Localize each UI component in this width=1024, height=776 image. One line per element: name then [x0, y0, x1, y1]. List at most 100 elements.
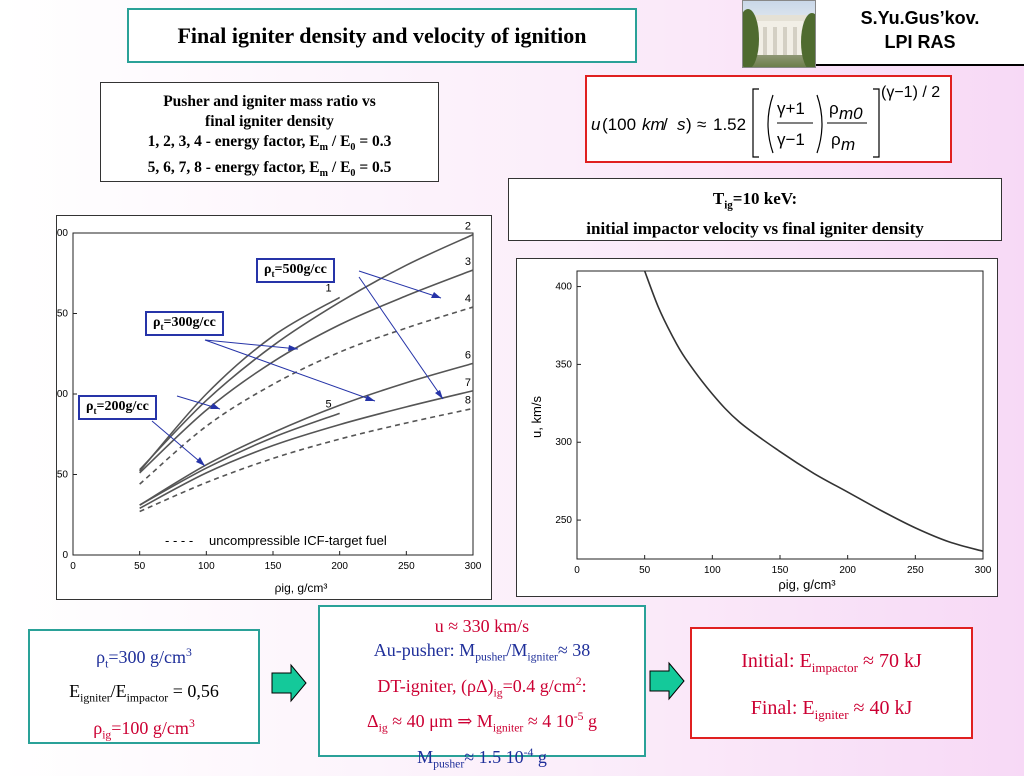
- energy-box: Initial: Eimpactor ≈ 70 kJ Final: Eignit…: [690, 627, 973, 739]
- series-label-3: 3: [465, 256, 471, 268]
- e1a: Initial: E: [741, 650, 812, 672]
- formula-km: km: [642, 115, 665, 134]
- formula-paren-left: [767, 94, 774, 154]
- ml4-slash: / E: [328, 159, 351, 177]
- arrowhead: [288, 345, 298, 351]
- x-tick-label: 250: [907, 565, 924, 576]
- right-arrow-icon: [649, 661, 685, 701]
- formula-bracket-right: [873, 88, 880, 158]
- building-photo: [742, 0, 816, 68]
- ml3-sub-m: m: [319, 142, 329, 154]
- y-tick-label: 150: [57, 309, 68, 320]
- formula-u: u: [591, 115, 601, 134]
- tig-t: T: [712, 189, 725, 208]
- arrowhead: [365, 395, 375, 401]
- series-label-4: 4: [465, 293, 471, 305]
- x-tick-label: 100: [198, 561, 215, 572]
- y-tick-label: 350: [555, 359, 572, 370]
- formula-bracket-left: [752, 88, 759, 158]
- series-label-6: 6: [465, 349, 471, 361]
- author-affiliation: LPI RAS: [884, 32, 956, 52]
- e2b: ≈ 40 kJ: [848, 697, 913, 719]
- mass-ratio-line1: Pusher and igniter mass ratio vs: [163, 93, 376, 110]
- param-rho-ig: ρig=100 g/cm3: [30, 711, 258, 749]
- r3b: =0.4 g/cm: [502, 675, 576, 696]
- param-l2: = 0,56: [168, 680, 219, 701]
- callout-rho: ρ: [153, 315, 161, 330]
- r2b: /M: [506, 640, 528, 660]
- author-divider: [816, 64, 1024, 66]
- right-y-axis-label: u, km/s: [529, 396, 544, 438]
- r2c: ≈ 38: [557, 640, 591, 660]
- x-tick-label: 150: [772, 565, 789, 576]
- y-tick-label: 0: [62, 550, 68, 561]
- ml3-sub-0: 0: [350, 142, 356, 154]
- series-line-7: [139, 390, 474, 510]
- formula-slash: /: [663, 115, 668, 134]
- series-label-8: 8: [465, 394, 471, 406]
- callout-rho-500: ρt=500g/cc: [256, 258, 335, 283]
- callout-rho-300: ρt=300g/cc: [145, 311, 224, 336]
- tig-line1: Tig=10 keV:: [509, 187, 1001, 217]
- arrow-300-a: [204, 339, 299, 350]
- mass-ratio-line3: 1, 2, 3, 4 - energy factor, Em / E0 = 0.…: [101, 132, 438, 158]
- result-pusher-mass: Mpusher≈ 1.5 10-4 g: [320, 741, 644, 776]
- left-x-axis-label: ρig, g/cm³: [275, 581, 328, 595]
- callout-value: =200g/cc: [96, 399, 149, 414]
- arrow-300-b: [204, 339, 376, 402]
- r2-sub-igniter: igniter: [527, 650, 558, 664]
- formula-m: m: [841, 135, 855, 154]
- param-sub-t: t: [105, 657, 109, 671]
- r4b: ≈ 40 μm ⇒ M: [387, 711, 493, 732]
- r3-sub-ig: ig: [493, 686, 503, 700]
- r3a: DT-igniter, (ρΔ): [377, 675, 494, 696]
- callout-sub: t: [160, 321, 164, 332]
- series-line-4: [139, 306, 474, 485]
- results-box: u ≈ 330 km/s Au-pusher: Mpusher/Migniter…: [318, 605, 646, 770]
- r4d: g: [583, 711, 597, 732]
- formula-svg: u (100 km / s ) ≈ 1.52 γ+1 γ−1 ρ m0 ρ m …: [591, 84, 940, 158]
- ml4-sub-m: m: [319, 168, 329, 180]
- mass-ratio-line4: 5, 6, 7, 8 - energy factor, Em / E0 = 0.…: [101, 158, 438, 184]
- r2a: Au-pusher: M: [373, 640, 476, 660]
- result-au-pusher: Au-pusher: Mpusher/Migniter≈ 38: [320, 638, 644, 670]
- x-tick-label: 50: [639, 565, 651, 576]
- x-tick-label: 0: [70, 561, 76, 572]
- callout-rho: ρ: [264, 262, 272, 277]
- arrow-500-a: [358, 270, 442, 299]
- arrowhead: [210, 403, 220, 409]
- series-label-1: 1: [326, 282, 332, 294]
- parameters-box: ρt=300 g/cm3 Eigniter/Eimpactor = 0,56 ρ…: [28, 629, 260, 744]
- callout-rho-200: ρt=200g/cc: [78, 395, 157, 420]
- energy-final: Final: Eigniter ≈ 40 kJ: [692, 688, 971, 735]
- series-line-8: [139, 407, 474, 513]
- x-tick-label: 250: [398, 561, 415, 572]
- y-tick-label: 300: [555, 437, 572, 448]
- e1-sub: impactor: [811, 660, 858, 675]
- result-dt-igniter: DT-igniter, (ρΔ)ig=0.4 g/cm2:: [320, 670, 644, 706]
- ml3-slash: / E: [328, 133, 351, 150]
- series-label-7: 7: [465, 377, 471, 389]
- series-line-6: [139, 362, 474, 506]
- tig-line2: initial impactor velocity vs final ignit…: [586, 219, 924, 239]
- callout-value: =500g/cc: [274, 262, 327, 277]
- r4-sub-igniter: igniter: [492, 721, 524, 735]
- callout-arrows: [151, 270, 444, 467]
- formula-close: ): [686, 115, 692, 134]
- tig-rest: =10 keV:: [732, 189, 798, 208]
- ml4-pre: 5, 6, 7, 8 - energy factor, E: [147, 159, 320, 177]
- series-line-3: [139, 269, 474, 474]
- r4-sup: -5: [573, 710, 584, 724]
- ml3-val: = 0.3: [355, 133, 392, 150]
- e2-sub: igniter: [814, 707, 849, 722]
- r3c: :: [581, 675, 587, 696]
- r2-sub-pusher: pusher: [475, 650, 507, 664]
- x-tick-label: 200: [331, 561, 348, 572]
- callout-sub: t: [93, 405, 97, 416]
- result-thickness: Δig ≈ 40 μm ⇒ Migniter ≈ 4 10-5 g: [320, 705, 644, 741]
- y-tick-label: 50: [57, 470, 68, 481]
- plot-frame: [576, 270, 984, 560]
- series-line-5: [139, 412, 340, 506]
- r5b: ≈ 1.5 10: [464, 746, 524, 767]
